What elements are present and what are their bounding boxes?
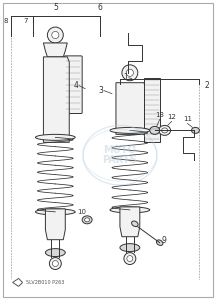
Ellipse shape bbox=[110, 128, 150, 134]
Ellipse shape bbox=[52, 32, 59, 39]
FancyBboxPatch shape bbox=[64, 56, 82, 113]
Text: 5: 5 bbox=[53, 3, 58, 12]
Polygon shape bbox=[43, 43, 67, 57]
Ellipse shape bbox=[35, 209, 75, 215]
Polygon shape bbox=[45, 209, 65, 240]
Ellipse shape bbox=[82, 216, 92, 224]
Ellipse shape bbox=[85, 218, 90, 222]
Ellipse shape bbox=[45, 249, 65, 256]
Ellipse shape bbox=[156, 240, 163, 245]
Polygon shape bbox=[120, 207, 140, 237]
Ellipse shape bbox=[120, 244, 140, 252]
Text: 11: 11 bbox=[183, 116, 192, 122]
Ellipse shape bbox=[159, 125, 171, 135]
Text: 6: 6 bbox=[98, 3, 102, 12]
Ellipse shape bbox=[191, 128, 199, 134]
Ellipse shape bbox=[49, 258, 61, 269]
Ellipse shape bbox=[150, 126, 160, 134]
Polygon shape bbox=[43, 57, 69, 142]
Ellipse shape bbox=[127, 256, 133, 262]
Text: 10: 10 bbox=[78, 209, 87, 215]
Text: 8: 8 bbox=[3, 18, 8, 24]
Polygon shape bbox=[116, 83, 147, 134]
Text: 2: 2 bbox=[204, 81, 209, 90]
Text: MOTO: MOTO bbox=[103, 145, 136, 155]
Text: 1: 1 bbox=[123, 73, 128, 82]
Text: 7: 7 bbox=[23, 18, 28, 24]
Text: 3: 3 bbox=[98, 86, 103, 95]
Ellipse shape bbox=[132, 221, 138, 226]
Text: 12: 12 bbox=[167, 115, 176, 121]
Ellipse shape bbox=[126, 69, 133, 76]
Text: PARTS: PARTS bbox=[103, 155, 137, 165]
Ellipse shape bbox=[110, 207, 150, 213]
Text: 9: 9 bbox=[162, 236, 167, 245]
Polygon shape bbox=[144, 78, 160, 142]
Ellipse shape bbox=[52, 261, 58, 266]
Ellipse shape bbox=[35, 134, 75, 140]
Text: 4: 4 bbox=[73, 81, 78, 90]
Text: 5LV2B010 P263: 5LV2B010 P263 bbox=[25, 280, 64, 285]
Ellipse shape bbox=[124, 253, 136, 265]
Text: 13: 13 bbox=[155, 112, 164, 118]
Ellipse shape bbox=[162, 128, 168, 133]
Ellipse shape bbox=[47, 27, 63, 43]
Ellipse shape bbox=[122, 65, 138, 81]
